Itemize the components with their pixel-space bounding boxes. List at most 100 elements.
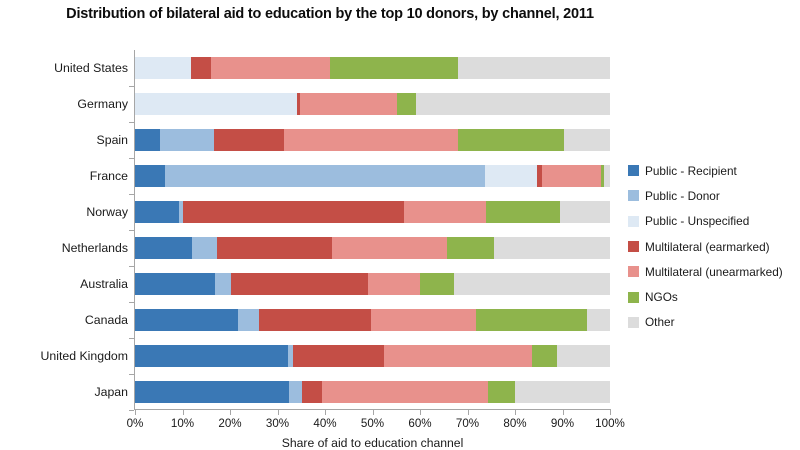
- bar-segment[interactable]: [216, 237, 333, 259]
- x-axis-tick-label: 70%: [455, 417, 480, 430]
- bar-segment[interactable]: [135, 237, 192, 259]
- y-axis-tick: [129, 266, 134, 268]
- legend-item[interactable]: Public - Donor: [628, 183, 783, 208]
- bar-segment[interactable]: [299, 93, 398, 115]
- bar-segment[interactable]: [458, 57, 610, 79]
- bar-segment[interactable]: [476, 309, 587, 331]
- bar-segment[interactable]: [453, 273, 610, 295]
- bar-segment[interactable]: [135, 381, 289, 403]
- bar-segment[interactable]: [604, 165, 610, 187]
- y-axis-label: United States: [54, 61, 128, 75]
- bar-row[interactable]: [135, 165, 610, 187]
- bar-segment[interactable]: [542, 165, 602, 187]
- bar-segment[interactable]: [288, 381, 303, 403]
- bar-segment[interactable]: [214, 273, 231, 295]
- y-axis-tick: [129, 302, 134, 304]
- bar-segment[interactable]: [159, 129, 214, 151]
- bar-segment[interactable]: [258, 309, 372, 331]
- bar-segment[interactable]: [296, 93, 300, 115]
- bar-segment[interactable]: [238, 309, 259, 331]
- bar-row[interactable]: [135, 129, 610, 151]
- bar-segment[interactable]: [135, 273, 215, 295]
- bar-row[interactable]: [135, 381, 610, 403]
- bar-segment[interactable]: [560, 201, 610, 223]
- bar-segment[interactable]: [416, 93, 610, 115]
- bar-row[interactable]: [135, 345, 610, 367]
- bar-segment[interactable]: [484, 165, 537, 187]
- bar-segment[interactable]: [178, 201, 184, 223]
- legend-swatch-icon: [628, 190, 639, 202]
- bar-segment[interactable]: [302, 381, 323, 403]
- legend-item[interactable]: Multilateral (unearmarked): [628, 259, 783, 284]
- x-axis-tick-label: 30%: [265, 417, 290, 430]
- bar-segment[interactable]: [283, 129, 458, 151]
- bar-segment[interactable]: [135, 165, 165, 187]
- x-axis-tick-label: 20%: [218, 417, 242, 430]
- bar-segment[interactable]: [563, 129, 610, 151]
- y-axis-label: Netherlands: [61, 241, 128, 255]
- bar-segment[interactable]: [536, 165, 543, 187]
- bar-segment[interactable]: [135, 93, 297, 115]
- bar-segment[interactable]: [211, 57, 330, 79]
- bar-segment[interactable]: [135, 57, 191, 79]
- y-axis-label: Canada: [84, 313, 128, 327]
- bar-segment[interactable]: [135, 345, 288, 367]
- bar-row[interactable]: [135, 93, 610, 115]
- bar-segment[interactable]: [371, 309, 477, 331]
- bar-segment[interactable]: [515, 381, 610, 403]
- bar-segment[interactable]: [586, 309, 610, 331]
- bar-segment[interactable]: [486, 201, 561, 223]
- bar-segment[interactable]: [287, 345, 294, 367]
- bar-segment[interactable]: [164, 165, 485, 187]
- chart-title: Distribution of bilateral aid to educati…: [66, 6, 594, 22]
- x-axis-tick-label: 40%: [313, 417, 337, 430]
- bar-row[interactable]: [135, 201, 610, 223]
- bar-segment[interactable]: [192, 237, 217, 259]
- bar-segment[interactable]: [458, 129, 564, 151]
- legend-swatch-icon: [628, 215, 639, 227]
- bar-segment[interactable]: [494, 237, 610, 259]
- x-axis-tick-label: 80%: [503, 417, 527, 430]
- x-axis-tick: [135, 410, 137, 415]
- bar-segment[interactable]: [293, 345, 385, 367]
- x-axis-tick: [182, 410, 184, 415]
- bar-segment[interactable]: [384, 345, 533, 367]
- bar-segment[interactable]: [135, 129, 160, 151]
- bar-segment[interactable]: [556, 345, 610, 367]
- bar-segment[interactable]: [367, 273, 420, 295]
- bar-segment[interactable]: [420, 273, 454, 295]
- bar-segment[interactable]: [403, 201, 487, 223]
- bar-row[interactable]: [135, 309, 610, 331]
- bar-segment[interactable]: [322, 381, 489, 403]
- legend-item[interactable]: Multilateral (earmarked): [628, 234, 783, 259]
- x-axis-tick: [230, 410, 232, 415]
- bar-segment[interactable]: [135, 201, 179, 223]
- bar-segment[interactable]: [532, 345, 557, 367]
- bar-segment[interactable]: [397, 93, 417, 115]
- legend-swatch-icon: [628, 165, 639, 177]
- legend-item[interactable]: Public - Unspecified: [628, 209, 783, 234]
- bar-row[interactable]: [135, 237, 610, 259]
- legend-item[interactable]: Public - Recipient: [628, 158, 783, 183]
- bar-segment[interactable]: [183, 201, 404, 223]
- y-axis-tick: [129, 374, 134, 376]
- bar-segment[interactable]: [332, 237, 447, 259]
- legend-item[interactable]: Other: [628, 310, 783, 335]
- bar-segment[interactable]: [446, 237, 495, 259]
- bar-segment[interactable]: [230, 273, 368, 295]
- bar-segment[interactable]: [329, 57, 458, 79]
- bar-segment[interactable]: [190, 57, 211, 79]
- bar-segment[interactable]: [601, 165, 605, 187]
- bar-segment[interactable]: [213, 129, 284, 151]
- bar-row[interactable]: [135, 57, 610, 79]
- legend-label: Public - Recipient: [645, 163, 737, 178]
- x-axis-tick: [610, 410, 612, 415]
- y-axis-tick: [129, 338, 134, 340]
- legend-item[interactable]: NGOs: [628, 284, 783, 309]
- bar-segment[interactable]: [135, 309, 239, 331]
- x-axis-tick: [515, 410, 517, 415]
- bar-row[interactable]: [135, 273, 610, 295]
- bar-segment[interactable]: [488, 381, 515, 403]
- legend-swatch-icon: [628, 291, 639, 303]
